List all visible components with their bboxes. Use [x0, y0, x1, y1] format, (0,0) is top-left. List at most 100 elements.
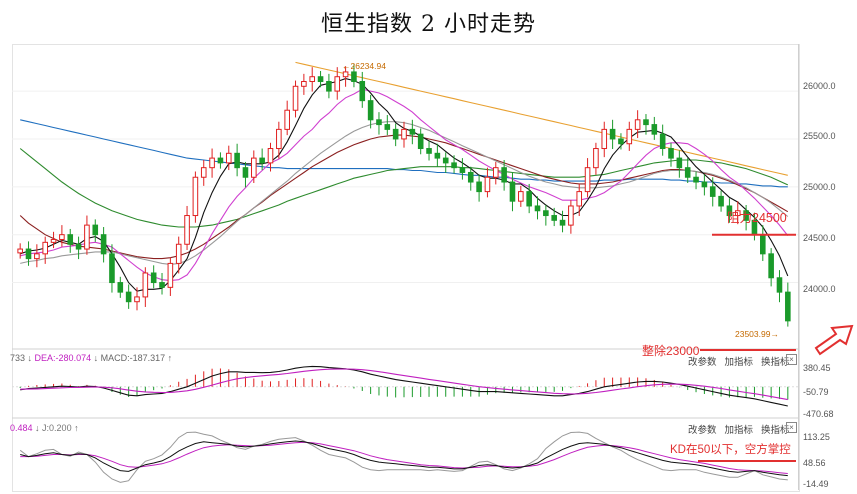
candle-body	[17, 248, 23, 254]
candle-body	[534, 205, 541, 212]
candle-body	[718, 195, 724, 207]
main-y-tick: 26000.0	[803, 81, 836, 91]
candle-body	[643, 119, 649, 126]
candle-body	[301, 81, 307, 87]
candle-body	[75, 243, 82, 250]
candle-body	[292, 85, 299, 111]
candle-body	[543, 210, 549, 217]
candle-body	[701, 181, 708, 188]
main-y-tick: 24000.0	[803, 284, 836, 294]
candle-body	[192, 176, 199, 217]
kdj-edit-params-button[interactable]: 改参数	[688, 425, 717, 436]
kdj-header: 0.484 ↓ J:0.200 ↑	[10, 423, 79, 433]
candle-body	[743, 210, 749, 221]
kdj-j-line	[19, 431, 788, 483]
candle-body	[593, 148, 599, 169]
candle-body	[634, 119, 641, 130]
candle-body	[785, 291, 791, 322]
candle-body	[259, 157, 265, 164]
candle-body	[42, 241, 48, 255]
candle-body	[476, 181, 482, 193]
macd-close-icon[interactable]: ×	[786, 354, 797, 365]
candle-body	[84, 224, 90, 250]
candle-body	[351, 71, 357, 83]
candle-body	[584, 167, 591, 193]
breakdown-annotation: 整除23000	[642, 344, 700, 358]
candle-body	[200, 167, 207, 178]
ma-line-ma250	[295, 61, 788, 176]
candle-body	[601, 128, 608, 150]
candle-body	[760, 234, 766, 255]
main-y-tick: 25000.0	[803, 182, 836, 192]
macd-toolbar: 改参数 加指标 换指标	[680, 354, 790, 368]
macd-edit-params-button[interactable]: 改参数	[688, 357, 717, 368]
candle-body	[509, 181, 516, 202]
candle-body	[551, 215, 557, 221]
candle-body	[59, 234, 65, 240]
macd-dif-line	[20, 365, 788, 407]
candle-body	[684, 167, 691, 178]
kdj-close-icon[interactable]: ×	[786, 422, 797, 433]
main-y-tick: 24500.0	[803, 233, 836, 243]
candle-body	[142, 272, 149, 298]
candle-body	[442, 157, 449, 164]
candle-body	[459, 167, 466, 173]
kdj-switch-indicator-button[interactable]: 换指标	[761, 425, 790, 436]
candle-body	[609, 128, 616, 140]
candle-body	[492, 167, 499, 178]
candle-body	[726, 205, 733, 217]
candle-body	[676, 157, 683, 169]
kdj-add-indicator-button[interactable]: 加指标	[724, 425, 754, 436]
kdj-k-line	[20, 440, 788, 477]
candle-body	[334, 76, 341, 92]
candle-body	[267, 148, 274, 164]
candle-body	[209, 157, 215, 169]
candle-body	[451, 162, 457, 169]
candle-body	[501, 167, 507, 183]
candle-body	[659, 133, 666, 150]
candle-body	[251, 157, 257, 178]
candle-body	[693, 176, 699, 183]
macd-switch-indicator-button[interactable]: 换指标	[761, 357, 790, 368]
candle-body	[568, 205, 574, 226]
macd-y-tick: -470.68	[803, 409, 834, 419]
candle-body	[426, 148, 432, 154]
candle-body	[626, 128, 633, 145]
candle-body	[559, 219, 566, 226]
candle-body	[359, 81, 366, 102]
kd-annotation: KD在50以下，空方掌控	[670, 444, 791, 456]
macd-y-tick: -50.79	[803, 387, 829, 397]
candle-body	[576, 191, 583, 207]
candle-body	[417, 133, 424, 150]
candle-body	[651, 124, 658, 135]
trend-arrow-icon	[814, 324, 854, 356]
kdj-y-tick: 113.25	[803, 432, 830, 442]
macd-add-indicator-button[interactable]: 加指标	[724, 357, 754, 368]
candle-body	[401, 128, 407, 140]
candle-body	[92, 224, 99, 236]
candle-body	[50, 238, 57, 243]
candle-body	[518, 191, 524, 202]
candle-body	[184, 215, 190, 245]
resistance-annotation: 阻力24500	[727, 211, 787, 225]
candle-body	[34, 253, 40, 260]
candle-body	[117, 282, 124, 293]
kdj-y-tick: 48.56	[803, 458, 826, 468]
ma-line-ma10	[20, 88, 789, 282]
candle-body	[367, 100, 374, 121]
candle-body	[618, 138, 624, 145]
ma-line-ma5	[20, 78, 789, 292]
candle-body	[217, 157, 224, 164]
candle-body	[342, 71, 349, 78]
candle-body	[709, 186, 716, 197]
candle-body	[376, 119, 382, 126]
chart-frame	[12, 44, 800, 492]
kdj-d-line	[20, 441, 788, 474]
candle-body	[175, 243, 182, 264]
candle-body	[234, 152, 240, 169]
candle-body	[776, 277, 783, 293]
main-y-tick: 25500.0	[803, 131, 836, 141]
ma-line-ma60	[19, 148, 789, 228]
candle-body	[167, 262, 174, 288]
